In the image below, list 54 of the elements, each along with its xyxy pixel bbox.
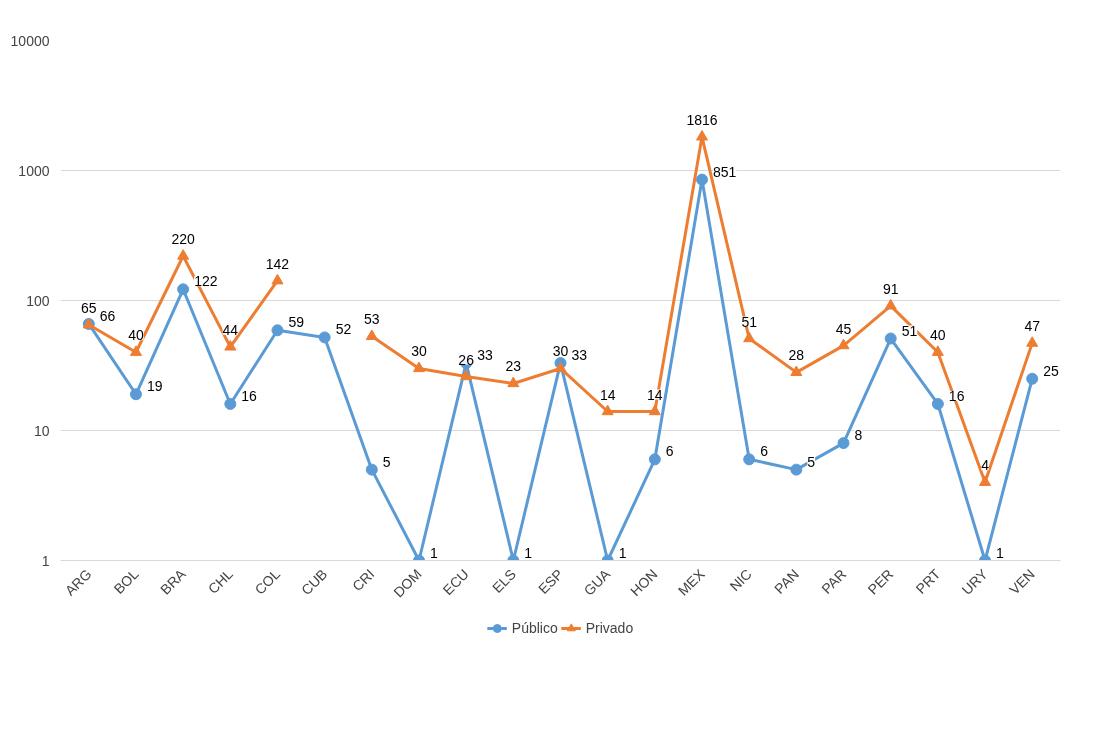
data-label: 44 <box>222 321 239 338</box>
data-label: 142 <box>265 255 290 272</box>
data-label: 5 <box>382 453 391 470</box>
x-tick-label: ELS <box>488 565 519 596</box>
data-label: 91 <box>882 280 899 297</box>
data-label: 122 <box>194 273 218 290</box>
data-label: 40 <box>930 327 946 344</box>
data-label: 51 <box>901 322 918 339</box>
data-label: 19 <box>146 378 163 395</box>
x-tick-label: BOL <box>110 565 142 597</box>
data-label: 1 <box>996 544 1005 561</box>
legend-label: Público <box>511 620 558 636</box>
y-tick-label: 10000 <box>10 32 50 49</box>
data-label: 47 <box>1024 318 1041 335</box>
data-label: 33 <box>571 347 588 364</box>
y-tick-label: 1 <box>41 552 50 569</box>
x-tick-label: NIC <box>726 565 755 595</box>
data-label: 25 <box>1043 362 1059 379</box>
data-label: 14 <box>647 386 663 403</box>
data-label: 16 <box>241 387 258 404</box>
data-label: 5 <box>807 453 816 470</box>
data-label: 30 <box>552 343 569 360</box>
data-label: 220 <box>171 230 196 247</box>
y-tick-label: 100 <box>26 292 50 309</box>
x-tick-label: CHL <box>204 565 237 597</box>
data-label: 26 <box>458 351 475 368</box>
data-label: 33 <box>477 347 493 364</box>
data-label: 51 <box>741 313 758 330</box>
data-label: 4 <box>981 457 990 474</box>
data-label: 6 <box>665 443 674 460</box>
data-label: 6 <box>760 443 769 460</box>
data-label: 1816 <box>686 111 718 128</box>
x-tick-label: COL <box>251 565 284 598</box>
data-label: 1 <box>429 544 438 561</box>
data-label: 14 <box>599 386 616 403</box>
data-label: 1 <box>524 544 533 561</box>
x-tick-label: CRI <box>349 565 378 595</box>
data-label: 59 <box>288 314 305 331</box>
data-label: 30 <box>411 343 427 360</box>
data-label: 52 <box>335 321 352 338</box>
data-label: 45 <box>835 320 852 337</box>
y-tick-label: 1000 <box>18 162 50 179</box>
y-tick-label: 10 <box>33 422 50 439</box>
legend-label: Privado <box>585 620 634 636</box>
data-label: 28 <box>788 347 805 364</box>
data-label: 65 <box>81 299 97 316</box>
data-label: 53 <box>364 311 380 328</box>
data-label: 851 <box>713 163 737 180</box>
data-label: 1 <box>618 544 627 561</box>
data-label: 16 <box>948 387 965 404</box>
data-label: 40 <box>128 327 144 344</box>
data-label: 23 <box>505 358 522 375</box>
data-label: 66 <box>99 307 116 324</box>
data-label: 8 <box>854 427 863 444</box>
